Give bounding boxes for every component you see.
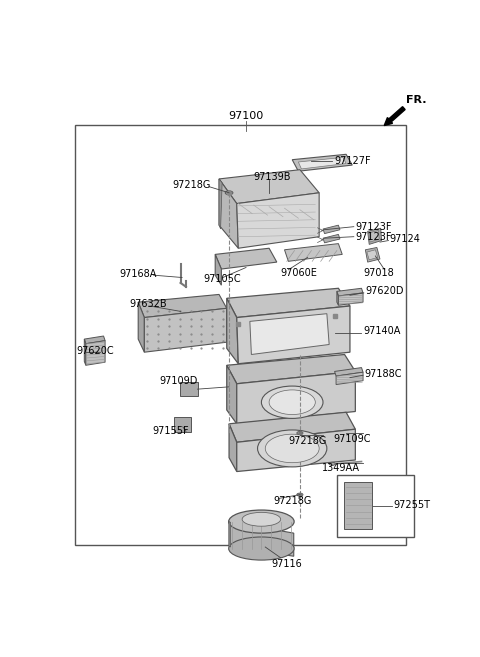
Ellipse shape [228,510,294,533]
Text: 97255T: 97255T [394,500,431,510]
FancyArrow shape [384,106,405,125]
FancyBboxPatch shape [180,382,198,396]
Polygon shape [338,293,363,306]
Text: 97105C: 97105C [204,274,241,284]
Polygon shape [337,288,363,296]
Polygon shape [237,371,355,424]
Ellipse shape [242,512,281,526]
Text: 97123F: 97123F [355,221,392,232]
Text: 97116: 97116 [271,559,302,569]
Bar [75,125,406,545]
Ellipse shape [225,191,233,194]
Ellipse shape [329,463,336,465]
Polygon shape [227,355,355,384]
Ellipse shape [262,386,323,419]
Polygon shape [323,225,340,234]
Ellipse shape [265,434,319,463]
Polygon shape [237,193,319,248]
Polygon shape [365,248,380,262]
Polygon shape [229,412,355,442]
Text: FR.: FR. [406,95,427,105]
Polygon shape [227,298,238,364]
Polygon shape [227,365,237,424]
Ellipse shape [228,537,294,560]
Text: 97632B: 97632B [129,300,167,309]
Polygon shape [138,294,227,317]
Polygon shape [227,288,350,317]
Text: 97139B: 97139B [254,172,291,183]
Text: 97218G: 97218G [273,496,312,506]
Ellipse shape [269,390,315,415]
Polygon shape [229,424,237,472]
Polygon shape [292,154,352,171]
Polygon shape [229,522,294,556]
Bar [337,476,414,537]
Polygon shape [369,231,379,242]
Polygon shape [323,235,340,243]
Polygon shape [336,373,363,384]
Text: 1349AA: 1349AA [322,463,360,472]
Text: 97060E: 97060E [281,268,318,278]
Text: 97155F: 97155F [152,426,189,436]
Polygon shape [285,244,342,261]
Polygon shape [86,340,105,365]
FancyBboxPatch shape [174,417,192,432]
Polygon shape [144,308,227,352]
Ellipse shape [297,432,303,434]
Text: 97218G: 97218G [173,180,211,190]
Polygon shape [219,179,238,248]
Text: 97188C: 97188C [365,369,402,378]
Ellipse shape [297,493,303,496]
Text: 97100: 97100 [228,111,264,121]
Polygon shape [138,302,144,352]
Text: 97168A: 97168A [119,269,156,279]
Polygon shape [237,306,350,364]
Polygon shape [219,179,222,229]
Text: 97123F: 97123F [355,232,392,242]
FancyBboxPatch shape [344,482,372,528]
Polygon shape [335,367,363,376]
Text: 97218G: 97218G [288,436,327,445]
Text: 97620D: 97620D [365,286,404,296]
Polygon shape [337,291,338,306]
Polygon shape [219,170,319,204]
Text: 97109C: 97109C [334,434,372,444]
Polygon shape [299,158,346,169]
Polygon shape [367,250,378,260]
Polygon shape [368,228,382,244]
Polygon shape [237,429,355,472]
Text: 97127F: 97127F [335,156,371,166]
Polygon shape [215,248,277,269]
Text: 97124: 97124 [389,234,420,244]
Text: 97140A: 97140A [363,327,400,336]
Polygon shape [250,313,329,355]
Polygon shape [84,339,86,365]
Text: 97109D: 97109D [160,376,198,386]
Text: 97620C: 97620C [77,346,114,355]
Polygon shape [215,254,221,285]
Polygon shape [229,522,230,547]
Text: 97018: 97018 [363,268,394,278]
Polygon shape [84,336,105,344]
Ellipse shape [258,430,327,467]
